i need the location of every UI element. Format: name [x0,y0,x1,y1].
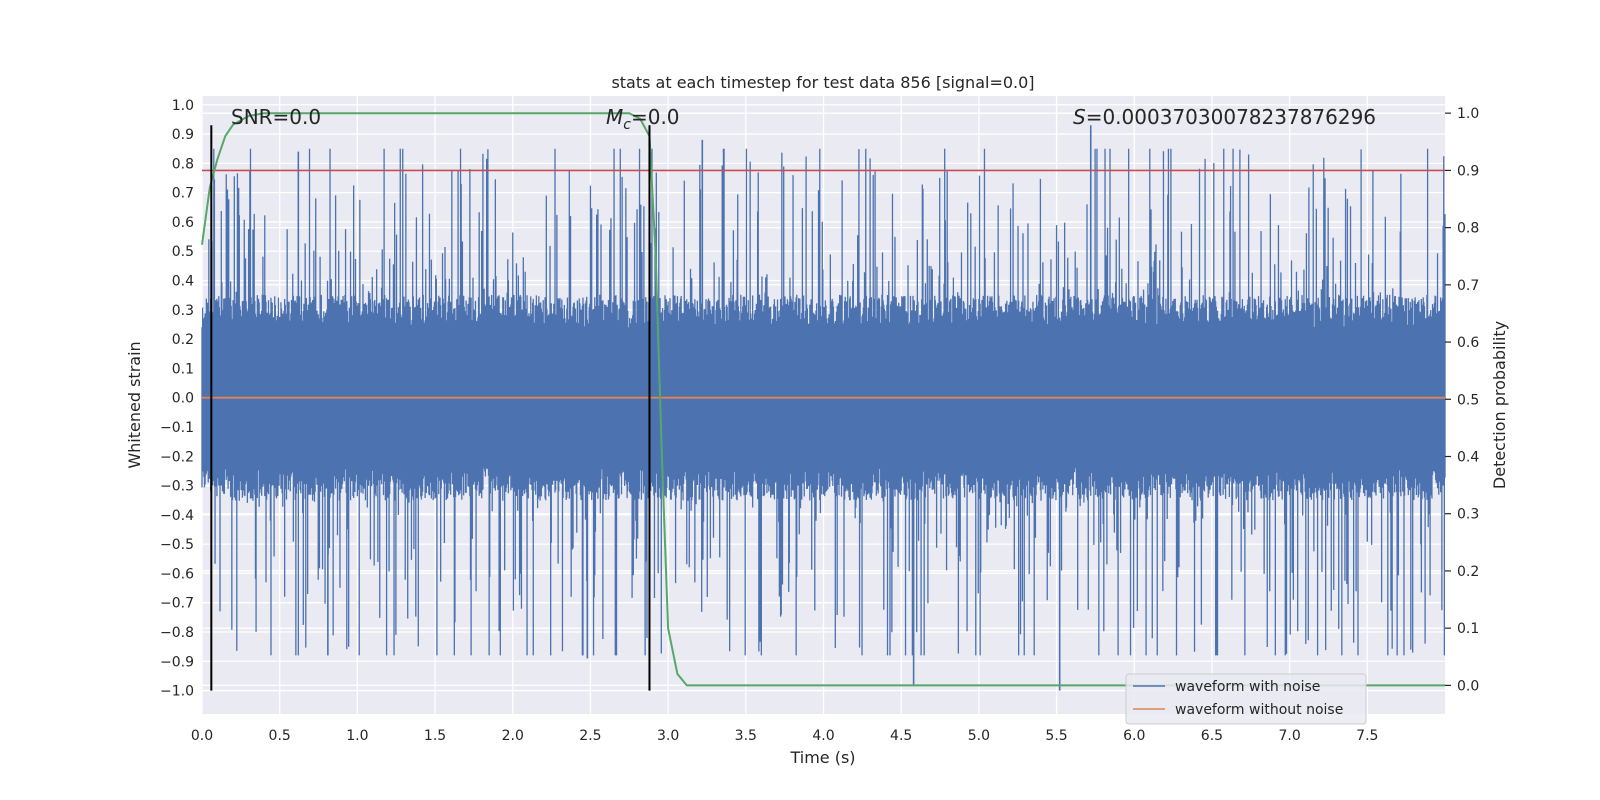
x-tick-label: 6.5 [1201,728,1223,744]
overlay [201,112,1445,691]
y-left-tick-label: −0.7 [160,596,194,612]
x-tick-label: 4.5 [890,728,912,744]
y-right-tick-label: 0.3 [1457,507,1479,523]
y-left-tick-label: 0.3 [172,303,194,319]
x-tick-label: 7.0 [1278,728,1300,744]
y-right-tick-label: 0.0 [1457,678,1479,694]
s-annotation: S=0.00037030078237876296 [1073,105,1376,129]
chart-title: stats at each timestep for test data 856… [611,73,1034,92]
y-left-tick-label: 0.0 [172,391,194,407]
mc-annotation: Mc=0.0 [606,105,680,133]
y-left-tick-label: −0.1 [160,420,194,436]
x-tick-label: 0.5 [269,728,291,744]
detection-probability-line [201,112,1445,687]
ticks: 0.0 0.5 1.0 1.5 2.0 2.5 3.0 3.5 4.0 4.5 5.0 5.5 6.0 6… [160,98,1479,744]
y-left-tick-label: 0.2 [172,332,194,348]
y-right-tick-label: 0.2 [1457,564,1479,580]
y-right-tick-label: 0.6 [1457,335,1479,351]
x-axis-label: Time (s) [789,748,855,767]
x-tick-label: 4.0 [812,728,834,744]
x-tick-label: 1.0 [346,728,368,744]
y-right-tick-label: 0.9 [1457,163,1479,179]
x-tick-label: 3.5 [735,728,757,744]
y-left-tick-label: −0.3 [160,479,194,495]
s-symbol: S [1073,105,1086,129]
y-left-tick-label: −1.0 [160,684,194,700]
y-right-tick-label: 1.0 [1457,106,1479,122]
y-left-tick-label: 0.4 [172,274,194,290]
strain-series [201,125,1446,691]
legend-box [1125,673,1367,725]
mc-subscript: c [623,117,631,133]
y-left-tick-label: −0.8 [160,625,194,641]
s-value: =0.00037030078237876296 [1086,105,1376,129]
mc-symbol: M [606,105,623,129]
y-left-tick-label: 0.9 [172,127,194,143]
y-left-tick-label: 0.5 [172,244,194,260]
y-axis-label-left: Whitened strain [125,341,144,468]
x-tick-label: 7.5 [1356,728,1378,744]
x-tick-label: 5.0 [968,728,990,744]
legend: waveform with noise waveform without noi… [1125,673,1367,725]
y-left-tick-label: 1.0 [172,98,194,114]
y-left-tick-label: −0.9 [160,654,194,670]
x-tick-label: 6.0 [1123,728,1145,744]
y-right-tick-label: 0.5 [1457,392,1479,408]
x-tick-label: 1.5 [424,728,446,744]
y-left-tick-label: 0.7 [172,186,194,202]
y-left-tick-label: −0.4 [160,508,194,524]
y-right-tick-label: 0.4 [1457,450,1479,466]
x-tick-label: 3.0 [657,728,679,744]
x-tick-label: 2.0 [502,728,524,744]
x-tick-label: 0.0 [191,728,213,744]
y-left-tick-label: 0.8 [172,156,194,172]
y-left-tick-label: 0.1 [172,361,194,377]
y-right-tick-label: 0.1 [1457,621,1479,637]
y-left-tick-label: −0.2 [160,449,194,465]
mc-value: =0.0 [631,105,680,129]
y-left-tick-label: −0.5 [160,537,194,553]
x-tick-label: 2.5 [579,728,601,744]
y-right-tick-label: 0.7 [1457,278,1479,294]
legend-label-noise: waveform with noise [1175,679,1320,695]
legend-label-clean: waveform without noise [1175,702,1343,718]
y-left-tick-label: −0.6 [160,566,194,582]
waveform-with-noise-line [201,148,1446,656]
x-tick-label: 5.5 [1045,728,1067,744]
y-left-tick-label: 0.6 [172,215,194,231]
snr-annotation: SNR=0.0 [231,105,321,129]
y-axis-label-right: Detection probability [1490,321,1509,489]
y-right-tick-label: 0.8 [1457,221,1479,237]
